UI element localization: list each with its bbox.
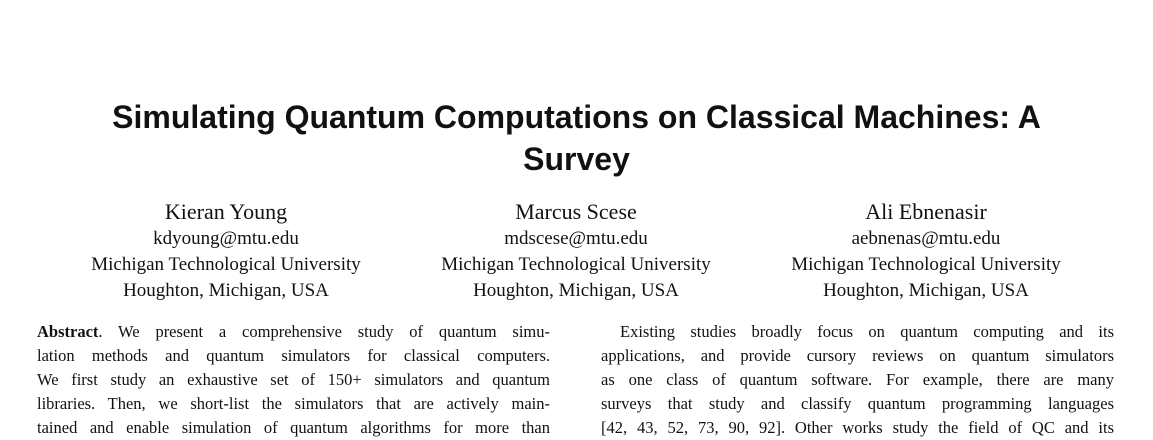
- abstract-line: libraries. Then, we short-list the simul…: [37, 394, 550, 413]
- body-line: applications, and provide cursory review…: [601, 346, 1114, 365]
- author-name: Ali Ebnenasir: [865, 199, 987, 224]
- abstract-line: lation methods and quantum simulators fo…: [37, 346, 550, 365]
- author-block-2: Marcus Scese mdscese@mtu.edu Michigan Te…: [406, 198, 746, 304]
- abstract-line: We first study an exhaustive set of 150+…: [37, 370, 550, 389]
- abstract-line: Abstract. We present a comprehensive stu…: [37, 320, 550, 344]
- body-column-right: Existing studies broadly focus on quantu…: [601, 320, 1114, 440]
- body-line: [42, 43, 52, 73, 90, 92]. Other works st…: [601, 418, 1114, 437]
- author-email: kdyoung@mtu.edu: [153, 228, 299, 249]
- author-name: Marcus Scese: [515, 199, 637, 224]
- abstract-line-text: . We present a comprehensive study of qu…: [98, 322, 550, 341]
- author-affiliation: Michigan Technological University: [91, 254, 361, 275]
- title-line-1: Simulating Quantum Computations on Class…: [112, 99, 1041, 135]
- author-block-3: Ali Ebnenasir aebnenas@mtu.edu Michigan …: [756, 198, 1096, 304]
- abstract-label: Abstract: [37, 322, 99, 341]
- author-email: aebnenas@mtu.edu: [851, 228, 1001, 249]
- body-line: surveys that study and classify quantum …: [601, 394, 1114, 413]
- author-affiliation: Michigan Technological University: [441, 254, 711, 275]
- body-line: as one class of quantum software. For ex…: [601, 370, 1114, 389]
- author-location: Houghton, Michigan, USA: [473, 280, 679, 301]
- paper-title: Simulating Quantum Computations on Class…: [0, 96, 1153, 180]
- title-line-2: Survey: [523, 141, 630, 177]
- author-block-1: Kieran Young kdyoung@mtu.edu Michigan Te…: [56, 198, 396, 304]
- body-line: Existing studies broadly focus on quantu…: [620, 322, 1114, 341]
- abstract-line: tained and enable simulation of quantum …: [37, 418, 550, 437]
- author-affiliation: Michigan Technological University: [791, 254, 1061, 275]
- author-name: Kieran Young: [164, 199, 288, 224]
- author-email: mdscese@mtu.edu: [504, 228, 648, 249]
- abstract-column: Abstract. We present a comprehensive stu…: [37, 320, 550, 440]
- author-location: Houghton, Michigan, USA: [123, 280, 329, 301]
- author-location: Houghton, Michigan, USA: [823, 280, 1029, 301]
